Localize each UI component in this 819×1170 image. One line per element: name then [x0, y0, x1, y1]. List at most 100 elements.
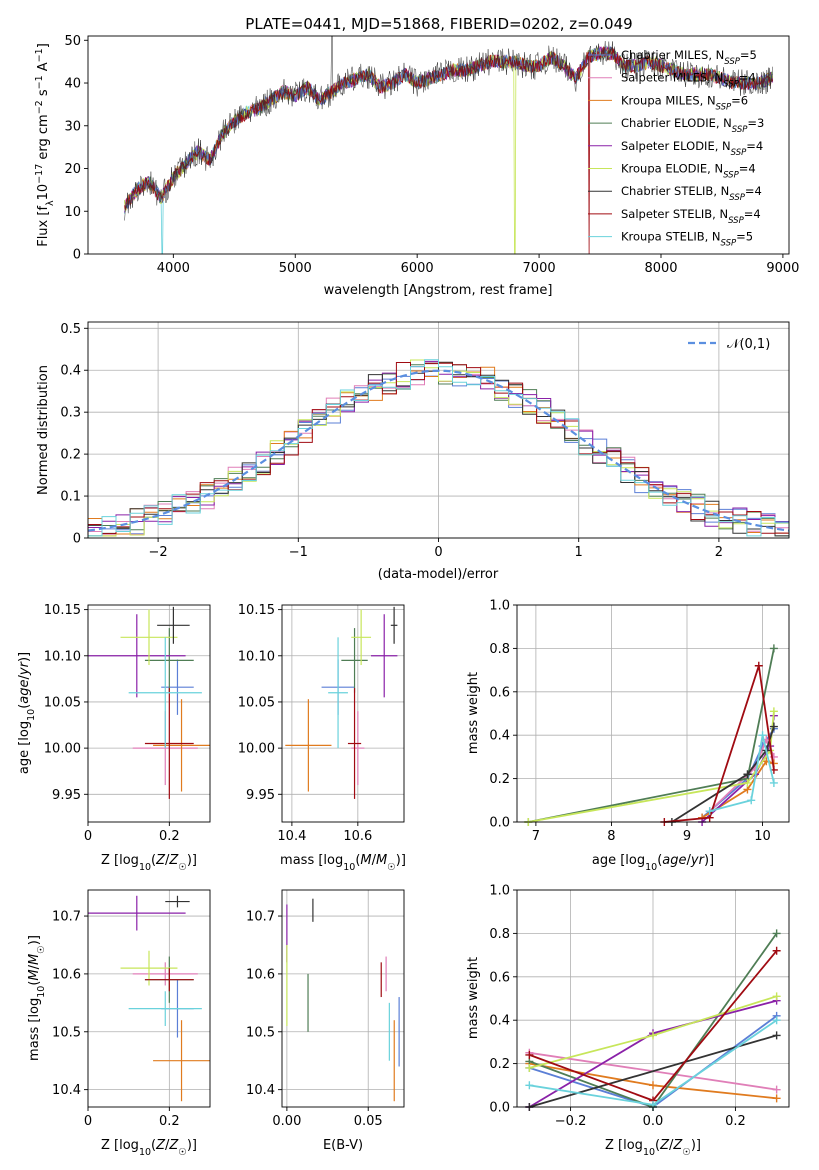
plot-area [124, 35, 774, 255]
y-tick-label: 10.00 [44, 742, 81, 757]
y-tick-label: 10.7 [246, 910, 275, 925]
y-tick-label: 1.0 [489, 884, 510, 899]
series-salpeter-stelib [525, 946, 781, 1105]
y-tick-label: 0.2 [489, 1057, 510, 1072]
series-marker [772, 946, 781, 955]
errorbar-chabrier-elodie [144, 628, 194, 693]
y-tick-label: 1.0 [489, 599, 510, 614]
errorbar-chabrier-stelib [157, 606, 190, 644]
x-tick-label: 10 [754, 829, 771, 844]
axes-frame [87, 604, 211, 823]
errorbar-kroupa-elodie [351, 609, 372, 666]
label-part: ☉ [178, 1147, 187, 1158]
plot-area [87, 359, 790, 538]
x-tick-label: 0.2 [159, 1114, 180, 1129]
axes-frame [87, 889, 211, 1108]
panel-mass-vs-ebv: 0.00 0.05 10.4 10.5 10.6 10.7 E(B-V) [246, 889, 405, 1153]
label-part: ( [655, 1138, 660, 1153]
label-part: s [36, 89, 51, 100]
label-part: )] [187, 1138, 197, 1153]
label-part: / [165, 853, 170, 868]
series-marker [772, 1031, 781, 1040]
label-part: ☉ [36, 945, 47, 954]
legend-label-salpeter-miles: Salpeter MILES, NSSP=4 [621, 71, 756, 90]
label-part: Flux [f [36, 206, 51, 247]
x-tick-label: 9 [683, 829, 691, 844]
label-part: 10 [26, 709, 37, 721]
y-tick-label: 0.5 [60, 322, 81, 337]
y-tick-label: 10.6 [52, 967, 81, 982]
y-axis-label: Flux [fλ10−17 erg cm−2 s−1 A−1] [34, 43, 56, 247]
legend-text: Chabrier MILES, N [621, 48, 724, 62]
legend-text: Salpeter ELODIE, N [621, 139, 731, 153]
label-part: ( [151, 853, 156, 868]
label-part: ( [27, 981, 42, 986]
y-tick-label: 10.7 [52, 910, 81, 925]
y-tick-label: 50 [64, 34, 81, 49]
grid-lines [87, 890, 210, 1107]
y-tick-label: 40 [64, 77, 81, 92]
y-tick-label: 10.05 [44, 695, 81, 710]
y-tick-label: 0.2 [489, 772, 510, 787]
y-axis-label: Normed distribution [36, 365, 51, 495]
label-part: yr [690, 853, 706, 868]
legend-text: Kroupa MILES, N [621, 93, 716, 107]
y-axis-label: mass weight [466, 672, 481, 754]
y-axis-label: mass weight [466, 957, 481, 1039]
series-marker [525, 1063, 534, 1072]
y-tick-label: 10.5 [52, 1025, 81, 1040]
label-part: 10 [36, 184, 51, 201]
legend-label-chabrier-elodie: Chabrier ELODIE, NSSP=3 [621, 116, 764, 135]
x-tick-label: 2 [715, 545, 723, 560]
y-tick-label: 0.3 [60, 406, 81, 421]
y-tick-label: 30 [64, 119, 81, 134]
label-part: ☉ [682, 1147, 691, 1158]
y-tick-label: 0.6 [489, 685, 510, 700]
errorbar-kroupa-miles [285, 699, 332, 792]
panel-mass-weight-vs-Z: −0.2 0.0 0.20.00.20.40.60.81.0Z [log10(Z/Z… [466, 884, 790, 1158]
label-part: −1 [34, 75, 45, 89]
series-marker [649, 1081, 657, 1090]
label-part: −17 [34, 164, 45, 184]
axes-frame [281, 889, 405, 1108]
errorbar-salpeter-miles [132, 962, 198, 986]
series-line [701, 728, 775, 819]
legend-label-chabrier-stelib: Chabrier STELIB, NSSP=4 [621, 184, 762, 203]
y-tick-label: 0.4 [60, 364, 81, 379]
x-axis-label: mass [log10(M/M☉)] [280, 853, 406, 873]
label-part: 10 [36, 986, 47, 998]
series-line [664, 665, 775, 823]
label-part: M [27, 954, 42, 965]
label-part: (data-model)/error [378, 567, 499, 582]
label-part: ( [657, 853, 662, 868]
y-axis-label: age [log10(age/yr)] [17, 652, 37, 774]
errorbar-salpeter-miles [351, 711, 365, 786]
label-part: mass weight [466, 957, 481, 1039]
x-axis-label: Z [log10(Z/Z☉)] [101, 1138, 197, 1158]
label-part: age [log [592, 853, 645, 868]
x-tick-label: −1 [289, 545, 308, 560]
y-tick-label: 10.10 [44, 649, 81, 664]
y-axis-label: mass [log10(M/M☉)] [27, 935, 47, 1061]
series-marker [772, 1085, 781, 1094]
label-part: age [662, 853, 686, 868]
series-line [528, 711, 775, 823]
errorbar-salpeter-elodie [88, 614, 186, 698]
series-marker [743, 778, 752, 787]
label-part: yr [17, 660, 32, 676]
label-part: Z [659, 1138, 670, 1153]
label-part: age [17, 679, 32, 703]
figure-title: PLATE=0441, MJD=51868, FIBERID=0202, z=0… [245, 15, 632, 33]
y-tick-label: 10.6 [246, 967, 275, 982]
x-axis-label: E(B-V) [323, 1138, 363, 1153]
axes-frame [87, 35, 790, 255]
y-tick-label: 10.10 [238, 649, 275, 664]
legend-text: =5 [736, 230, 753, 244]
grid-lines [282, 890, 404, 1107]
x-tick-label: 9000 [766, 261, 799, 276]
histogram-kroupa-elodie [87, 359, 790, 538]
y-tick-label: 10.05 [238, 695, 275, 710]
errorbar-salpeter-stelib [347, 688, 362, 799]
axes-frame [516, 889, 790, 1108]
